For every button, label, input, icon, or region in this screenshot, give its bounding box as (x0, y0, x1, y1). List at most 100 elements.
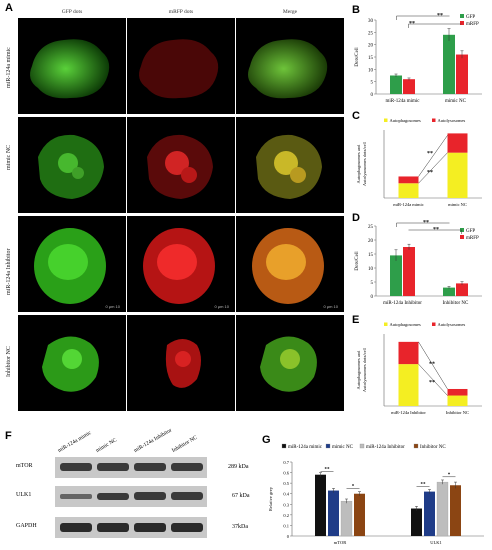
sig-mark: * (352, 484, 355, 489)
blot-row-gapdh (55, 517, 207, 538)
y-tick-label: 10 (368, 68, 374, 73)
y-tick-label: 0.6 (283, 471, 289, 476)
bar (411, 508, 422, 536)
legend-label: Autophagosomes (390, 118, 421, 123)
protein-label-gapdh: GAPDH (16, 523, 37, 529)
scale-bar: 0 μm 10 (105, 304, 120, 309)
stacked-bar-segment (447, 388, 468, 396)
sig-connector (418, 341, 448, 390)
legend-swatch (432, 118, 436, 122)
legend-label: mRFP (466, 236, 479, 241)
stacked-bar-segment (447, 152, 468, 198)
x-tick-label: mimic NC (445, 99, 467, 104)
sig-mark: ** (427, 151, 433, 157)
y-tick-label: 20 (368, 44, 374, 49)
legend-swatch (460, 235, 464, 239)
image-merge-mimic (236, 18, 344, 114)
chart-b: 0 5 10 15 20 25 30 Dots/Cell miR-124a mimic mimic… (355, 13, 482, 104)
image-gfp-mimic (18, 18, 126, 114)
protein-label-ulk1: ULK1 (16, 492, 32, 498)
legend-label: miR-124a Inhibitor (366, 445, 405, 450)
bar (354, 493, 365, 536)
image-gfp-mimic-nc (18, 117, 126, 213)
lane-label: miR-124a Inhibitor (133, 427, 173, 454)
sig-connector (418, 152, 448, 184)
legend-swatch (432, 322, 436, 326)
y-axis-label: Autophagosomes and (356, 350, 361, 390)
image-mrfp-inhibitor-nc (127, 315, 235, 411)
protein-label-mtor: mTOR (16, 463, 33, 469)
x-tick-label: Inhibitor NC (446, 410, 469, 415)
sig-mark: ** (423, 220, 429, 226)
stacked-bar-segment (398, 176, 419, 184)
western-blot: miR-124a mimic mimic NC miR-124a Inhibit… (0, 427, 262, 550)
y-axis-label: Autophagosomes and (356, 144, 361, 184)
lane-label: miR-124a mimic (57, 430, 93, 454)
y-tick-label: 0.1 (283, 523, 289, 528)
legend-label: GFP (466, 229, 475, 234)
sig-mark: ** (421, 482, 427, 487)
bar (340, 500, 353, 537)
legend-swatch (460, 14, 464, 18)
y-tick-label: 0.4 (283, 492, 289, 497)
sig-mark: * (448, 473, 451, 478)
y-tick-label: 20 (368, 239, 374, 244)
y-tick-label: 0 (287, 534, 290, 539)
y-tick-label: 30 (368, 19, 374, 24)
stacked-bar-segment (398, 341, 419, 365)
image-mrfp-mimic-nc (127, 117, 235, 213)
panel-letter-e: E (352, 314, 360, 326)
legend-swatch (460, 228, 464, 232)
image-merge-mimic-nc (236, 117, 344, 213)
chart-d: 0 5 10 15 20 25 Dots/Cell miR-124a Inhibitor Inh… (355, 220, 482, 306)
sig-mark: ** (433, 227, 439, 233)
sig-mark: ** (427, 170, 433, 176)
x-tick-label: miR-124a Inhibitor (391, 410, 426, 415)
y-tick-label: 0.5 (283, 481, 289, 486)
stacked-bar-segment (398, 183, 419, 198)
sig-mark: ** (429, 361, 435, 367)
row-label-inhibitor-nc: Inhibitor NC (6, 346, 12, 377)
y-tick-label: 15 (368, 253, 374, 258)
stacked-bar-segment (398, 364, 419, 406)
blot-row-mtor (55, 457, 207, 478)
chart-e: Autophagosomes and Autolysosomes dots/cel… (356, 322, 482, 415)
y-tick-label: 0.3 (283, 502, 289, 507)
sig-mark: ** (409, 21, 415, 27)
row-label-mimic: miR-124a mimic (6, 47, 12, 88)
scale-bar: 0 μm 10 (214, 304, 229, 309)
lane-label: mimic NC (95, 437, 118, 454)
bar (443, 34, 455, 94)
legend-label: mRFP (466, 22, 479, 27)
bar (424, 491, 435, 536)
panel-letter-g: G (262, 434, 271, 446)
bar (456, 54, 468, 94)
bar (403, 79, 415, 94)
legend-label: Autophagosomes (390, 322, 421, 327)
y-tick-label: 25 (368, 225, 374, 230)
y-tick-label: 15 (368, 56, 374, 61)
row-label-inhibitor: miR-124a Inhibitor (6, 248, 12, 296)
lane-label: Inhibitor NC (171, 434, 199, 454)
image-merge-inhibitor: 0 μm 10 (236, 216, 344, 312)
bar (450, 485, 461, 536)
chart-c: Autophagosomes and Autolysosomes dots/cel… (356, 118, 482, 207)
row-label-mimic-nc: mimic NC (6, 144, 12, 170)
y-tick-label: 0 (371, 93, 374, 98)
kda-label-gapdh: 37kDa (232, 524, 248, 530)
x-tick-label: ULK1 (430, 540, 442, 545)
kda-label-ulk1: 67 kDa (232, 493, 250, 499)
legend-label: Autolysosomes (438, 118, 466, 123)
panel-letter-b: B (352, 4, 360, 16)
y-tick-label: 0.2 (283, 513, 289, 518)
x-tick-label: miR-124a Inhibitor (383, 301, 422, 306)
stacked-bar-segment (447, 395, 468, 406)
legend-label: miR-124a mimic (288, 445, 323, 450)
legend-swatch (325, 443, 331, 449)
panel-letter-c: C (352, 110, 360, 122)
column-header-mrfp: mRFP dots (168, 9, 194, 15)
bar (390, 255, 402, 296)
legend-swatch (384, 322, 388, 326)
panel-letter-d: D (352, 212, 360, 224)
x-tick-label: miR-124a mimic (393, 202, 424, 207)
